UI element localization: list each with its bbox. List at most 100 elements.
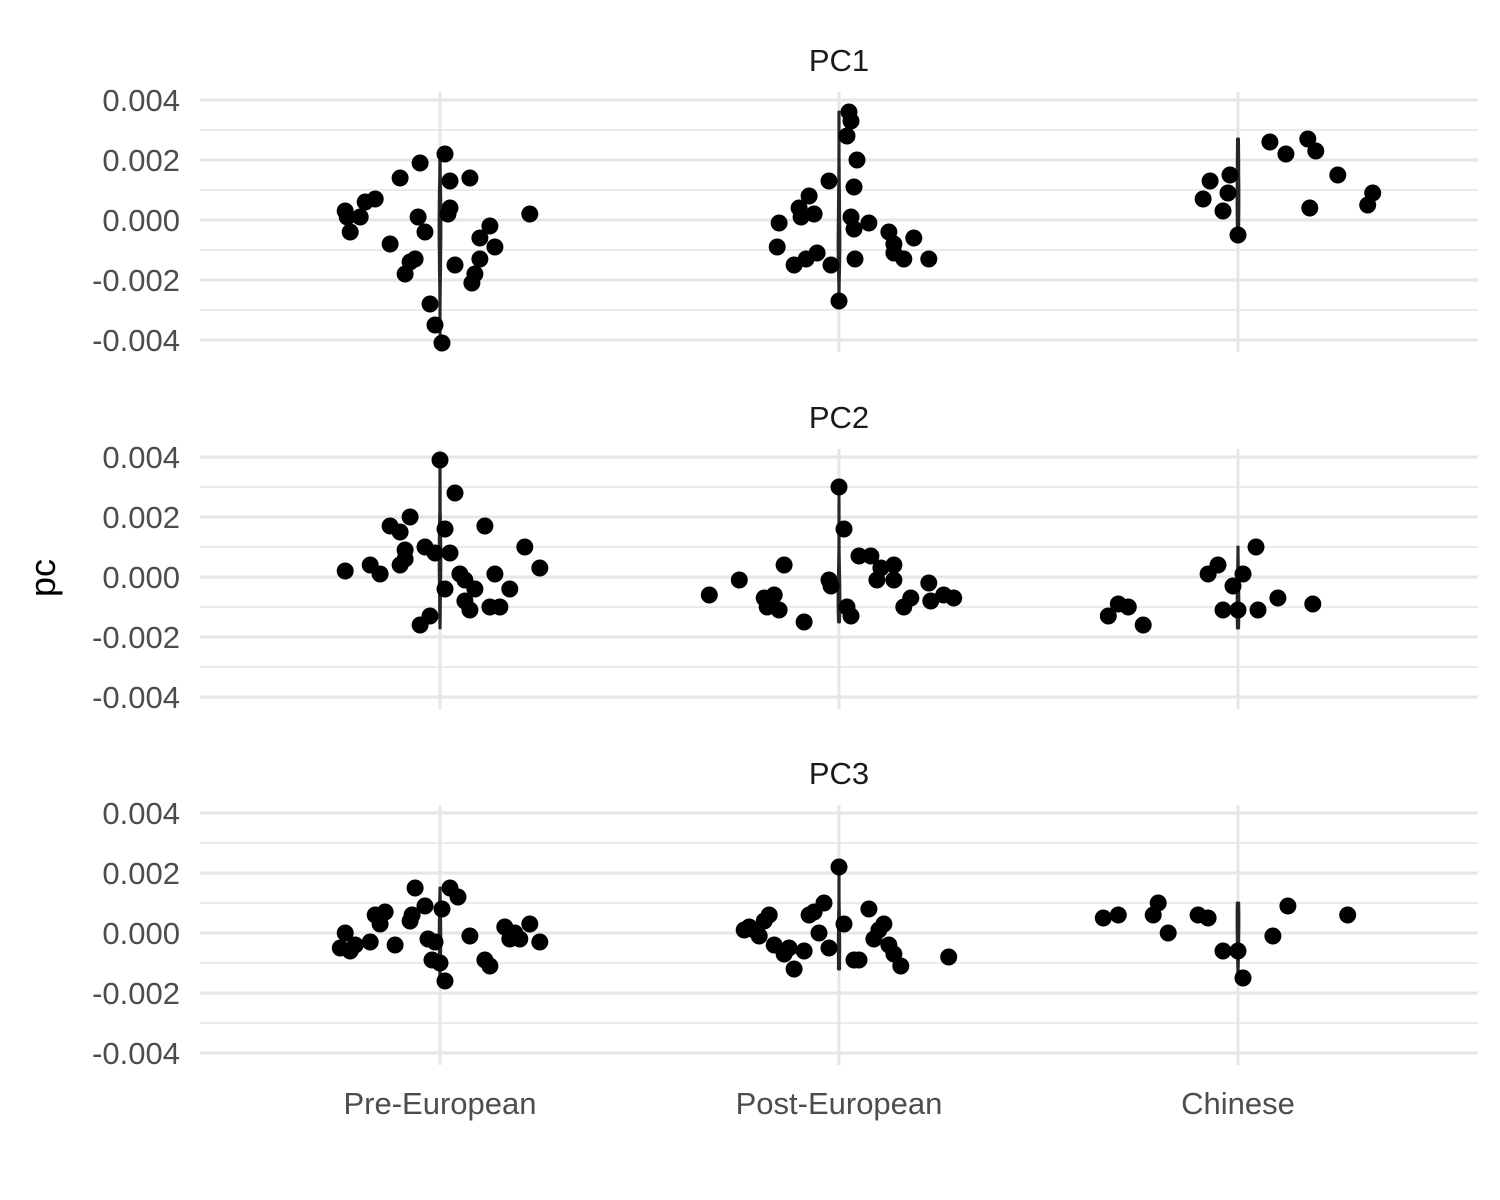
data-point [386,936,404,954]
data-point [1261,133,1279,151]
data-point [396,265,414,283]
data-point [449,888,467,906]
violin-pre-european [437,152,443,345]
data-point [501,580,519,598]
data-point [441,172,459,190]
data-point [850,547,868,565]
data-point [411,616,429,634]
data-point [775,556,793,574]
data-point [850,951,868,969]
data-point [830,478,848,496]
data-point [770,601,788,619]
data-point [1194,190,1212,208]
data-point [1109,906,1127,924]
data-point [336,924,354,942]
data-point [371,565,389,583]
data-point [426,316,444,334]
data-point [1099,607,1117,625]
data-point [391,523,409,541]
y-tick-label: 0.000 [102,916,180,951]
data-point [1329,166,1347,184]
data-point [822,577,840,595]
data-point [486,238,504,256]
data-point [476,517,494,535]
data-point [431,451,449,469]
data-point [808,244,826,262]
violin-post-european [836,485,842,624]
data-point [885,556,903,574]
data-point [700,586,718,604]
data-point [1214,202,1232,220]
data-point [406,879,424,897]
data-point [433,334,451,352]
data-point [842,607,860,625]
y-tick-label: -0.002 [92,620,180,655]
y-tick-label: 0.000 [102,560,180,595]
data-point [466,580,484,598]
y-tick-label: -0.004 [92,680,180,715]
x-tick-label: Pre-European [343,1086,536,1121]
data-point [1299,130,1317,148]
data-point [426,933,444,951]
data-point [905,229,923,247]
data-point [1209,556,1227,574]
data-point [822,256,840,274]
data-point [848,151,866,169]
data-point [1219,184,1237,202]
data-point [1269,589,1287,607]
data-point [433,900,451,918]
data-point [1214,601,1232,619]
data-point [945,589,963,607]
data-point [426,544,444,562]
data-point [845,220,863,238]
x-tick-label: Chinese [1181,1086,1295,1121]
data-point [1221,166,1239,184]
data-point [446,484,464,502]
violin-chinese [1235,137,1241,237]
violin-post-european [836,110,842,300]
data-point [800,187,818,205]
data-point [446,256,464,274]
violin-chinese [1235,901,1241,980]
data-point [810,924,828,942]
data-point [403,906,421,924]
data-point [846,250,864,268]
data-point [830,858,848,876]
data-point [892,957,910,975]
facet-strip-label: PC2 [809,400,869,435]
data-point [461,927,479,945]
data-point [1229,601,1247,619]
data-point [895,250,913,268]
data-point [830,292,848,310]
data-point [885,571,903,589]
data-point [1199,909,1217,927]
data-point [441,544,459,562]
data-point [860,214,878,232]
data-point [471,229,489,247]
data-point [531,559,549,577]
data-point [1277,145,1295,163]
data-point [391,169,409,187]
y-tick-label: -0.004 [92,323,180,358]
data-point [1201,172,1219,190]
y-tick-label: 0.004 [102,83,180,118]
data-point [845,178,863,196]
data-point [381,235,399,253]
data-point [461,601,479,619]
data-point [860,900,878,918]
data-point [1301,199,1319,217]
data-point [1249,601,1267,619]
data-point [792,208,810,226]
y-tick-label: 0.002 [102,143,180,178]
data-point [1149,894,1167,912]
data-point [1247,538,1265,556]
data-point [346,936,364,954]
data-point [838,127,856,145]
data-point [1264,927,1282,945]
data-point [1214,942,1232,960]
data-point [750,927,768,945]
data-point [521,205,539,223]
data-point [1134,616,1152,634]
data-point [406,250,424,268]
